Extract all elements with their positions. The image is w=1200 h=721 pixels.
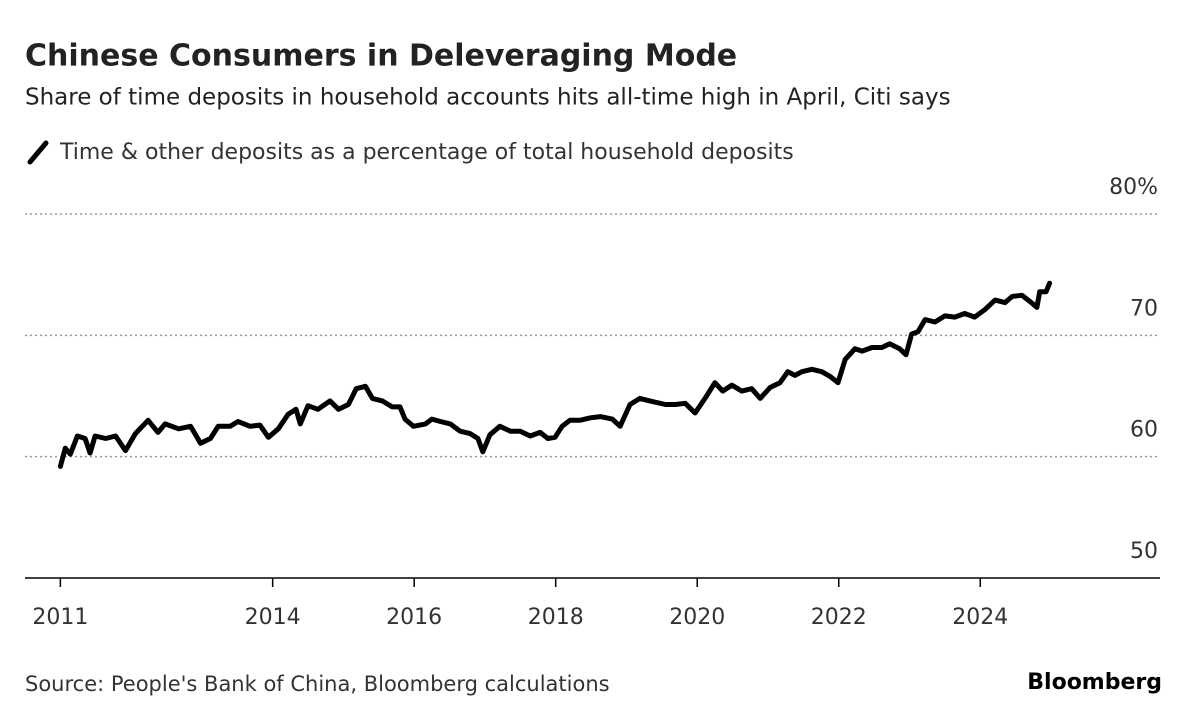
y-tick-label: 80%: [1109, 175, 1158, 200]
legend-swatch: [27, 140, 49, 165]
x-tick-label: 2018: [528, 605, 584, 630]
data-line: [57, 280, 1053, 469]
legend-label: Time & other deposits as a percentage of…: [59, 140, 794, 165]
brand: Bloomberg: [1027, 670, 1162, 695]
x-tick-label: 2024: [952, 605, 1008, 630]
source-note: Source: People's Bank of China, Bloomber…: [25, 672, 610, 696]
y-tick-label: 50: [1130, 539, 1158, 564]
x-tick-label: 2022: [811, 605, 867, 630]
chart-title: Chinese Consumers in Deleveraging Mode: [25, 39, 737, 74]
chart-subtitle: Share of time deposits in household acco…: [25, 85, 951, 111]
x-tick-label: 2020: [669, 605, 725, 630]
x-tick-label: 2014: [245, 605, 301, 630]
y-tick-label: 60: [1130, 418, 1158, 443]
x-tick-label: 2016: [386, 605, 442, 630]
y-tick-label: 70: [1130, 296, 1158, 321]
x-tick-label: 2011: [32, 605, 88, 630]
